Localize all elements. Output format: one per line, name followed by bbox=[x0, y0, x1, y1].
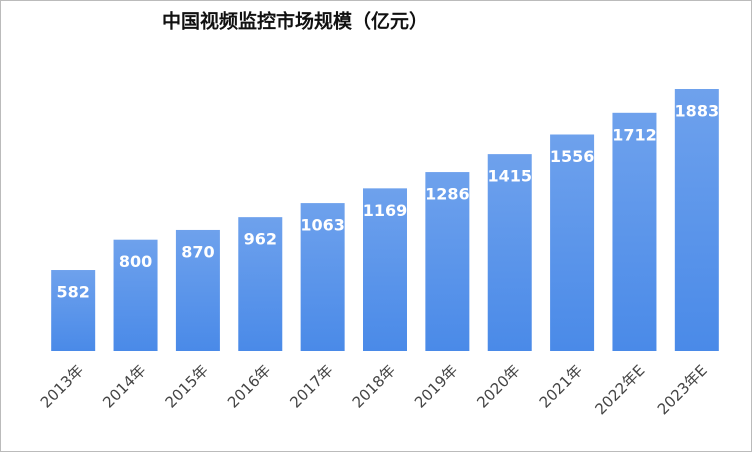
bar bbox=[113, 239, 158, 351]
bar bbox=[674, 89, 719, 351]
value-label: 1712 bbox=[612, 125, 657, 144]
bar bbox=[300, 203, 345, 351]
value-label: 1169 bbox=[363, 201, 408, 220]
value-label: 800 bbox=[119, 252, 152, 271]
bar bbox=[550, 134, 595, 351]
bar bbox=[612, 112, 657, 352]
value-label: 1556 bbox=[550, 147, 595, 166]
bar bbox=[175, 229, 220, 351]
value-label: 870 bbox=[181, 242, 214, 261]
bar bbox=[363, 188, 407, 351]
chart-title: 中国视频监控市场规模（亿元） bbox=[162, 10, 428, 33]
value-label: 1415 bbox=[487, 167, 532, 186]
value-label: 1883 bbox=[675, 102, 720, 121]
value-label: 1063 bbox=[300, 216, 345, 235]
bar bbox=[238, 217, 283, 351]
bar bbox=[51, 270, 96, 351]
bar bbox=[425, 172, 470, 351]
bar bbox=[487, 154, 532, 351]
value-label: 1286 bbox=[425, 185, 470, 204]
value-label: 582 bbox=[56, 283, 89, 302]
value-label: 962 bbox=[244, 230, 277, 249]
